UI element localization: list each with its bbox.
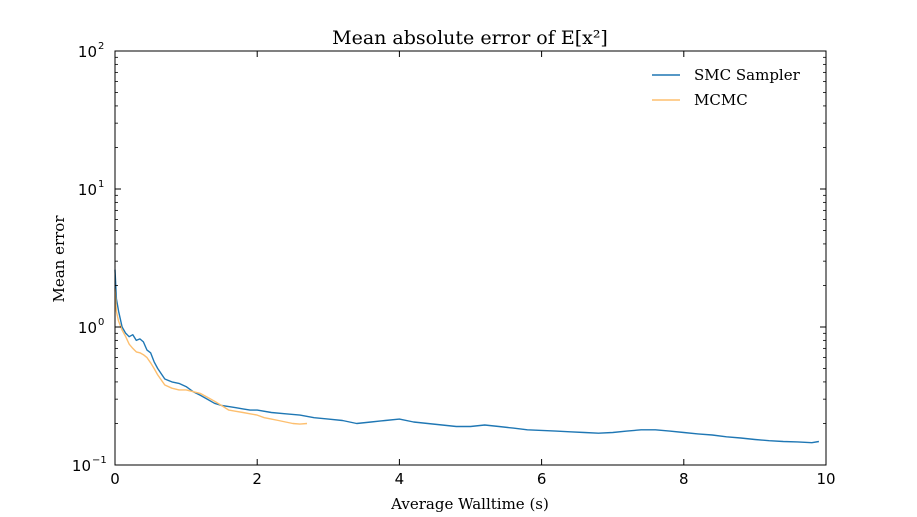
y-tick-label-base: 10 — [72, 457, 91, 475]
y-axis-label: Mean error — [50, 215, 68, 303]
legend: SMC Sampler MCMC — [652, 66, 801, 109]
y-tick-label: 10 0 — [78, 317, 104, 337]
chart-title: Mean absolute error of E[x²] — [332, 27, 608, 49]
y-tick-label-exponent: 1 — [98, 179, 104, 190]
series-line-smc-sampler — [114, 269, 820, 444]
x-axis-label: Average Walltime (s) — [390, 495, 549, 513]
y-tick-label-base: 10 — [78, 319, 97, 337]
series-layer — [114, 269, 820, 444]
y-tick-label-base: 10 — [78, 43, 97, 61]
y-tick-label-exponent: −1 — [92, 455, 107, 466]
y-tick-label: 10 2 — [78, 41, 104, 61]
plot-frame — [114, 50, 827, 466]
y-tick-label-exponent: 0 — [98, 317, 104, 328]
x-tick-label: 8 — [679, 470, 689, 488]
y-tick-label-base: 10 — [78, 181, 97, 199]
x-tick-label: 6 — [537, 470, 547, 488]
legend-label-mcmc: MCMC — [694, 91, 748, 109]
x-tick-label: 2 — [252, 470, 262, 488]
series-line-mcmc — [114, 288, 308, 425]
legend-label-smc-sampler: SMC Sampler — [694, 66, 801, 84]
y-tick-label-exponent: 2 — [98, 41, 104, 52]
y-tick-label: 10 1 — [78, 179, 104, 199]
x-tick-label: 10 — [816, 470, 835, 488]
y-tick-label: 10 −1 — [72, 455, 107, 475]
x-tick-label: 0 — [110, 470, 120, 488]
x-tick-label: 4 — [395, 470, 405, 488]
